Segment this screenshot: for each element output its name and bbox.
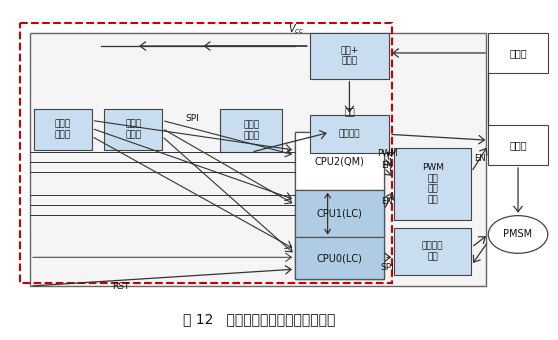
Text: RST: RST (113, 282, 130, 291)
Bar (104, 108, 162, 150)
Text: EN: EN (381, 197, 393, 206)
Text: 电源+
时窗狗: 电源+ 时窗狗 (340, 46, 359, 66)
Text: PWM: PWM (377, 149, 397, 158)
Text: EN: EN (381, 160, 393, 170)
Text: CPU1(LC): CPU1(LC) (316, 209, 363, 219)
Bar (34, 108, 92, 150)
Text: $V_{cc}$: $V_{cc}$ (288, 22, 304, 36)
Text: SPI: SPI (186, 114, 200, 123)
Text: 温度采
样电路: 温度采 样电路 (243, 120, 259, 140)
Bar (310, 116, 389, 153)
Text: 驱动电源: 驱动电源 (339, 130, 360, 139)
Text: 高压采
样电路: 高压采 样电路 (125, 119, 141, 139)
Bar (488, 125, 548, 165)
Bar (295, 132, 384, 190)
Text: 图 12   三核微处理器的系统安全架构: 图 12 三核微处理器的系统安全架构 (183, 312, 335, 326)
Ellipse shape (488, 216, 548, 253)
Bar (488, 33, 548, 73)
Text: 旋变解码
电路: 旋变解码 电路 (422, 241, 444, 261)
Text: 驱动板: 驱动板 (509, 140, 527, 150)
Bar (394, 148, 472, 220)
Text: 蓄电池: 蓄电池 (509, 48, 527, 58)
Bar (295, 190, 384, 237)
Bar (310, 33, 389, 79)
Text: CPU2(QM): CPU2(QM) (315, 156, 364, 166)
Text: CPU0(LC): CPU0(LC) (316, 253, 363, 263)
Bar (30, 33, 486, 286)
Bar (220, 108, 282, 152)
Bar (394, 227, 472, 275)
Text: PMSM: PMSM (503, 230, 532, 239)
Text: 并口: 并口 (344, 108, 355, 117)
Bar (295, 237, 384, 279)
Text: SPI: SPI (380, 263, 394, 272)
Text: 电流采
样电路: 电流采 样电路 (55, 119, 71, 139)
Bar (295, 132, 384, 279)
Text: EN: EN (474, 154, 486, 163)
Bar (20, 23, 392, 283)
Text: PWM
脉冲
处理
电路: PWM 脉冲 处理 电路 (422, 163, 444, 205)
